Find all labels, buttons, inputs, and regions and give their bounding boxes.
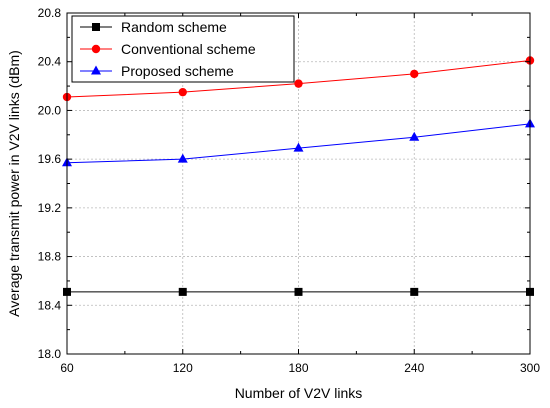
x-tick-labels: 60 120 180 240 300 — [60, 361, 540, 375]
x-tick-label: 240 — [404, 361, 424, 375]
data-point — [294, 287, 303, 296]
x-tick-label: 120 — [173, 361, 193, 375]
y-tick-label: 18.0 — [38, 347, 62, 361]
series-layer — [62, 56, 535, 296]
legend-marker — [91, 65, 101, 75]
legend-item: Proposed scheme — [80, 63, 234, 79]
y-tick-label: 20.0 — [38, 103, 62, 117]
x-tick-label: 60 — [60, 361, 74, 375]
y-tick-label: 18.8 — [38, 250, 62, 264]
data-point — [409, 131, 420, 141]
x-tick-label: 180 — [288, 361, 308, 375]
legend-marker — [92, 23, 100, 31]
legend-item: Conventional scheme — [80, 41, 256, 57]
x-axis-title: Number of V2V links — [235, 385, 363, 401]
series-0 — [63, 287, 534, 296]
data-point — [178, 87, 187, 97]
data-point — [294, 79, 303, 88]
y-tick-label: 19.6 — [38, 152, 62, 166]
legend: Random scheme Conventional scheme Proposed… — [71, 15, 295, 83]
y-tick-label: 19.2 — [38, 201, 62, 215]
y-axis-title: Average transmit power in V2V links (dBm… — [6, 50, 22, 317]
data-point — [410, 69, 419, 79]
data-point — [178, 287, 187, 296]
series-1 — [62, 56, 535, 102]
data-point — [410, 287, 419, 296]
legend-label: Proposed scheme — [121, 63, 234, 79]
x-tick-label: 300 — [520, 361, 540, 375]
y-tick-labels: 18.0 18.4 18.8 19.2 19.6 20.0 20.4 20.8 — [38, 6, 62, 361]
legend-marker — [91, 44, 101, 54]
y-tick-label: 20.4 — [38, 55, 62, 69]
y-tick-label: 18.4 — [38, 298, 62, 312]
axis-ticks — [66, 12, 531, 355]
data-point — [177, 153, 188, 163]
legend-label: Random scheme — [121, 19, 227, 35]
y-tick-label: 20.8 — [38, 6, 62, 20]
legend-item: Random scheme — [80, 19, 227, 35]
legend-label: Conventional scheme — [121, 41, 256, 57]
data-point — [293, 142, 304, 152]
